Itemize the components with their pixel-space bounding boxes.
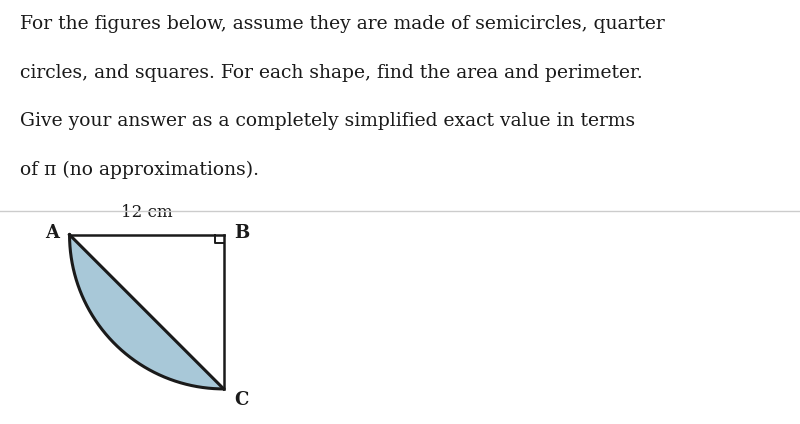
Polygon shape [70, 235, 224, 389]
Text: 12 cm: 12 cm [121, 204, 173, 221]
Text: A: A [45, 224, 58, 242]
Text: of π (no approximations).: of π (no approximations). [20, 161, 259, 179]
Text: C: C [234, 391, 249, 409]
Text: For the figures below, assume they are made of semicircles, quarter: For the figures below, assume they are m… [20, 15, 665, 33]
Text: circles, and squares. For each shape, find the area and perimeter.: circles, and squares. For each shape, fi… [20, 64, 642, 81]
Text: B: B [234, 224, 250, 242]
Text: Give your answer as a completely simplified exact value in terms: Give your answer as a completely simplif… [20, 112, 635, 130]
